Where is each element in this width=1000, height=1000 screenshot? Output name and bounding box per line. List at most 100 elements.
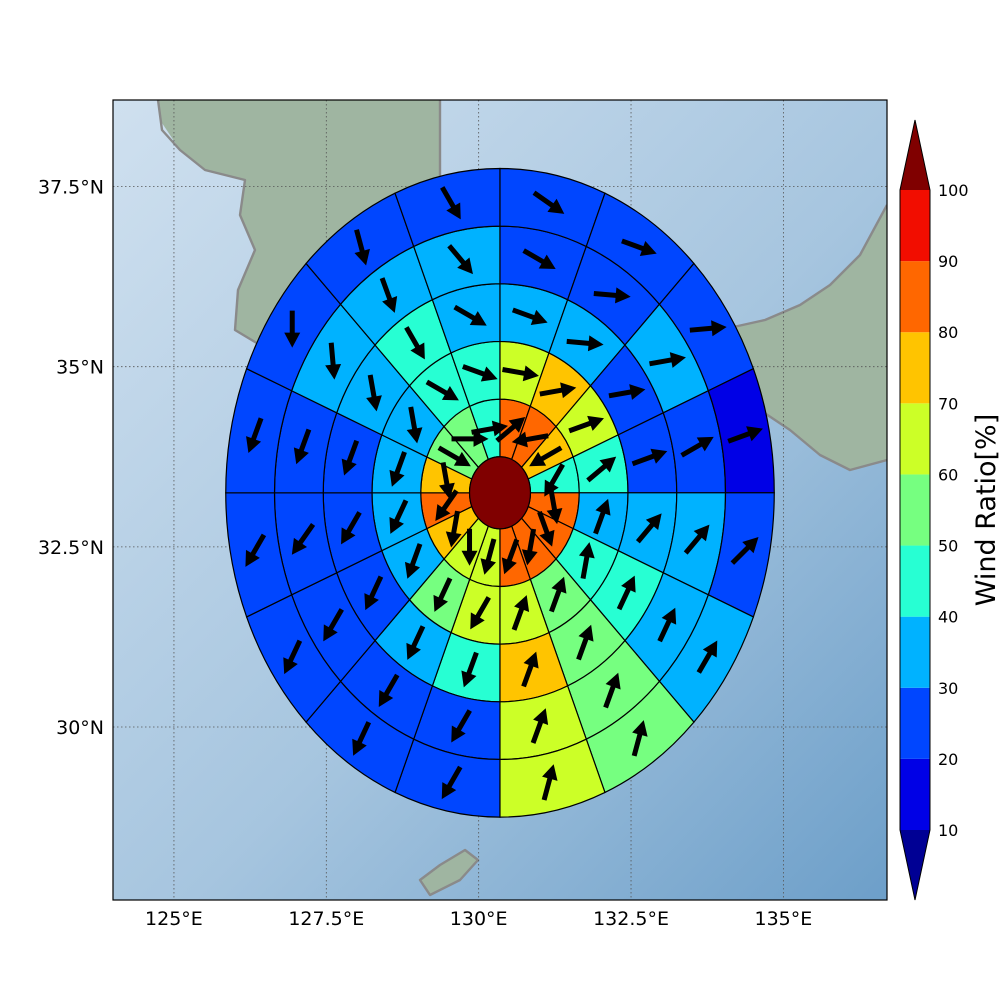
- wind-arrow-shape: [539, 382, 577, 399]
- wind-arrow: [603, 672, 621, 709]
- wind-arrow: [366, 374, 382, 412]
- colorbar-segment: [900, 758, 930, 830]
- wind-arrow-shape: [480, 538, 497, 575]
- colorbar-tick-label: 100: [938, 181, 969, 200]
- wind-arrow: [461, 651, 479, 688]
- wind-arrow-shape: [511, 307, 548, 325]
- wind-arrow-shape: [341, 511, 362, 545]
- wind-arrow: [530, 708, 549, 744]
- wind-arrow-shape: [568, 415, 604, 434]
- wind-arrow: [546, 487, 563, 525]
- wind-arrow-shape: [364, 575, 384, 611]
- colorbar-tick-label: 70: [938, 394, 958, 413]
- wind-arrow: [323, 608, 344, 642]
- wind-arrow: [521, 528, 538, 566]
- wind-arrow: [470, 596, 491, 630]
- wind-arrow-shape: [502, 365, 539, 382]
- wind-arrow: [453, 304, 487, 326]
- wind-arrow-shape: [501, 538, 520, 575]
- wind-arrow: [246, 417, 264, 453]
- lon-tick-label: 132.5°E: [593, 908, 669, 930]
- wind-arrow: [325, 342, 342, 380]
- wind-arrow: [593, 498, 611, 535]
- wind-arrow: [447, 244, 473, 275]
- colorbar-tick-label: 20: [938, 750, 958, 769]
- wind-arrow-shape: [649, 352, 686, 368]
- wind-direction-arrows: [245, 186, 763, 801]
- colorbar-tick-label: 60: [938, 465, 958, 484]
- colorbar-tick-label: 30: [938, 679, 958, 698]
- wind-arrow-shape: [445, 510, 462, 548]
- wind-arrow-shape: [631, 448, 668, 467]
- wind-arrow-shape: [511, 431, 549, 448]
- wind-arrow-shape: [530, 708, 549, 744]
- wind-arrow-shape: [404, 326, 425, 360]
- wind-arrow-shape: [631, 720, 648, 757]
- colorbar: 10 20 30 40 50 60 70 80 90 100 Wind Rati…: [899, 119, 1000, 901]
- wind-arrow-shape: [451, 709, 472, 743]
- wind-arrow: [445, 510, 462, 548]
- wind-arrow-shape: [593, 287, 631, 304]
- wind-arrow-shape: [425, 379, 459, 401]
- wind-arrow-shape: [341, 439, 360, 476]
- colorbar-title: Wind Ratio[%]: [971, 414, 1000, 606]
- wind-arrow: [727, 426, 763, 444]
- wind-arrow: [245, 533, 267, 567]
- wind-arrow: [730, 537, 759, 565]
- wind-arrow: [495, 416, 526, 443]
- wind-arrow: [501, 538, 520, 575]
- lon-tick-label: 125°E: [145, 908, 203, 930]
- wind-arrow: [480, 538, 497, 575]
- wind-arrow-shape: [529, 445, 563, 467]
- wind-arrow-shape: [578, 542, 595, 580]
- wind-arrow-shape: [379, 277, 398, 313]
- lat-tick-label: 35°N: [56, 357, 104, 379]
- wind-arrow-shape: [549, 576, 567, 613]
- wind-arrow: [511, 307, 548, 325]
- wind-arrow: [389, 499, 409, 534]
- wind-arrow-shape: [246, 417, 264, 453]
- colorbar-tick-label: 50: [938, 537, 958, 556]
- wind-arrow: [657, 607, 677, 643]
- wind-arrow: [549, 576, 567, 613]
- wind-arrow: [568, 415, 604, 434]
- wind-arrow: [608, 384, 646, 400]
- wind-arrow-shape: [546, 487, 563, 525]
- colorbar-tick-labels: 10 20 30 40 50 60 70 80 90 100: [938, 181, 969, 840]
- wind-arrow: [291, 523, 316, 555]
- wind-arrow-shape: [537, 511, 555, 547]
- wind-arrow-shape: [389, 451, 407, 487]
- wind-arrow-shape: [439, 461, 455, 499]
- wind-arrow: [631, 720, 648, 757]
- longitude-ticks: 125°E 127.5°E 130°E 132.5°E 135°E: [145, 908, 812, 930]
- wind-arrow-shape: [541, 764, 558, 801]
- wind-arrow: [621, 238, 657, 256]
- wind-arrow: [689, 320, 727, 337]
- wind-arrow: [283, 639, 303, 675]
- wind-arrow-shape: [461, 651, 479, 688]
- wind-arrow: [578, 542, 595, 580]
- wind-arrow: [293, 428, 312, 465]
- wind-arrow: [511, 431, 549, 448]
- wind-arrow-shape: [608, 384, 646, 400]
- wind-arrow-shape: [404, 543, 423, 579]
- lon-tick-label: 135°E: [755, 908, 813, 930]
- wind-arrow: [284, 310, 301, 348]
- wind-arrow: [435, 489, 459, 522]
- wind-arrow-shape: [284, 310, 301, 348]
- wind-arrow-shape: [389, 499, 409, 534]
- wind-arrow-shape: [293, 428, 312, 465]
- wind-arrow: [616, 575, 636, 611]
- wind-arrow-shape: [586, 456, 617, 483]
- wind-arrow-shape: [689, 320, 727, 337]
- wind-arrow-shape: [521, 528, 538, 566]
- wind-arrow-shape: [451, 430, 489, 447]
- wind-arrow-shape: [680, 436, 714, 458]
- colorbar-extend-min: [900, 830, 930, 900]
- wind-arrow-shape: [616, 575, 636, 611]
- colorbar-outline: [899, 119, 931, 901]
- wind-arrow: [521, 651, 539, 688]
- wind-arrow: [433, 577, 453, 612]
- wind-arrow: [461, 528, 478, 566]
